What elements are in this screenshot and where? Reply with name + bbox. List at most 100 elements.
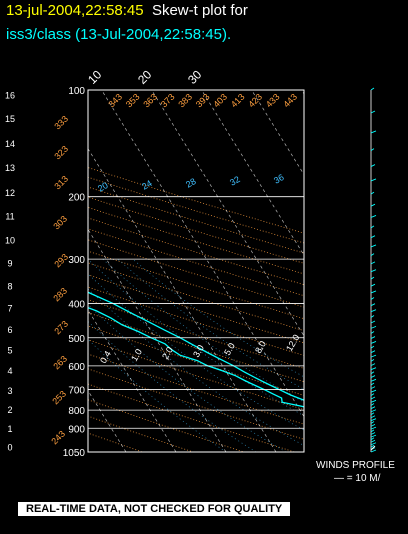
wind-barb [370,432,376,435]
wind-barb [370,290,377,294]
adiabat-label: 343 [106,92,124,110]
pressure-tick-label: 100 [68,86,85,97]
wind-barb [370,449,377,453]
wind-barb [370,130,377,134]
wind-barb [370,399,377,403]
height-tick-label: 13 [5,163,15,173]
quality-warning-banner: REAL-TIME DATA, NOT CHECKED FOR QUALITY [18,502,291,516]
title-line-1: 13-jul-2004,22:58:45 Skew-t plot for [6,2,248,20]
wind-barb [370,345,375,349]
wind-barb [370,396,376,400]
pressure-tick-label: 200 [68,193,85,204]
adiabat-label: 363 [141,92,159,110]
wind-barb [370,336,376,339]
wind-barb [370,203,376,207]
wind-barb [370,437,375,441]
wind-barb [370,148,375,152]
wind-barb [370,429,375,433]
wind-barb [370,276,375,280]
winds-profile-scale: — = 10 M/ [334,473,381,484]
height-tick-label: 6 [7,325,12,335]
wind-barb [370,283,376,287]
adiabat-label: 413 [229,92,247,110]
wind-barb [370,297,375,300]
pressure-tick-label: 300 [68,255,85,266]
moist-line [102,258,304,403]
moist-line [88,338,227,452]
wind-barb [370,315,375,318]
adiabat-label: 373 [159,92,177,110]
adiabat-label: 443 [281,92,299,110]
height-tick-label: 15 [5,114,15,124]
mixing-ratio-label: 32 [228,174,242,188]
wind-barb [370,87,375,91]
wind-barb [370,434,377,438]
wind-barb [370,253,375,256]
isotherm [88,148,277,452]
mixing-ratio-label: 28 [184,176,198,190]
wind-barb [370,363,376,367]
wind-barb [370,389,377,393]
adiabat-label: 303 [51,214,69,232]
wind-barb [370,371,375,375]
pressure-tick-label: 1050 [63,448,86,459]
adiabat-label: 403 [211,92,229,110]
mixing-ratio-label: 36 [272,172,286,186]
wind-barb [370,409,377,413]
pressure-tick-label: 400 [68,299,85,310]
isotherm-value-label: 12.0 [284,333,301,353]
wind-barb [370,261,376,265]
wind-barb [370,110,376,114]
wind-barb [370,426,377,430]
wind-barb [370,375,376,378]
mixing-ratio-label: 24 [140,178,154,192]
height-tick-label: 1 [7,424,12,434]
height-tick-label: 11 [5,212,14,222]
isotherm-value-label: 2.0 [160,345,175,361]
height-tick-label: 12 [5,188,15,198]
wind-barb [370,178,377,182]
isotherm [201,90,304,256]
temp-tick-label: 20 [135,67,155,87]
wind-barb [370,215,377,218]
wind-barb [370,378,377,382]
wind-barb [370,320,376,324]
adiabat-label: 283 [51,286,69,304]
dry-adiabat [88,399,244,452]
dry-adiabat [88,176,304,244]
wind-barb [370,421,375,424]
mixing-ratio-label: 20 [96,180,110,194]
adiabat-label: 313 [52,174,70,192]
wind-barb [370,423,376,427]
wind-barb [370,354,377,358]
wind-barb [370,164,376,167]
adiabat-label: 423 [246,92,264,110]
isotherm [88,228,227,452]
wind-barb [370,309,377,313]
temp-tick-label: 10 [85,67,105,87]
wind-barb [370,418,377,422]
adiabat-label: 333 [52,114,70,132]
height-tick-label: 3 [7,386,12,396]
wind-barb [370,386,376,390]
wind-barb [370,442,377,446]
dry-adiabat [88,312,304,383]
wind-barb [370,191,375,195]
wind-barb [370,406,376,410]
adiabat-label: 393 [194,92,212,110]
adiabat-label: 253 [50,389,68,407]
title-datetime: 13-jul-2004,22:58:45 [6,2,144,19]
isotherm-value-label: 1.0 [129,347,144,363]
height-tick-label: 9 [7,259,12,269]
wind-barb [370,350,376,354]
moist-line [88,273,304,431]
wind-barb [370,445,376,451]
height-tick-label: 8 [7,281,12,291]
pressure-tick-label: 700 [68,386,85,397]
adiabat-label: 323 [52,144,70,162]
pressure-tick-label: 800 [68,406,85,417]
wind-barb [370,403,375,406]
isotherm [151,90,304,337]
adiabat-label: 263 [51,354,69,372]
dry-adiabat [88,196,304,264]
